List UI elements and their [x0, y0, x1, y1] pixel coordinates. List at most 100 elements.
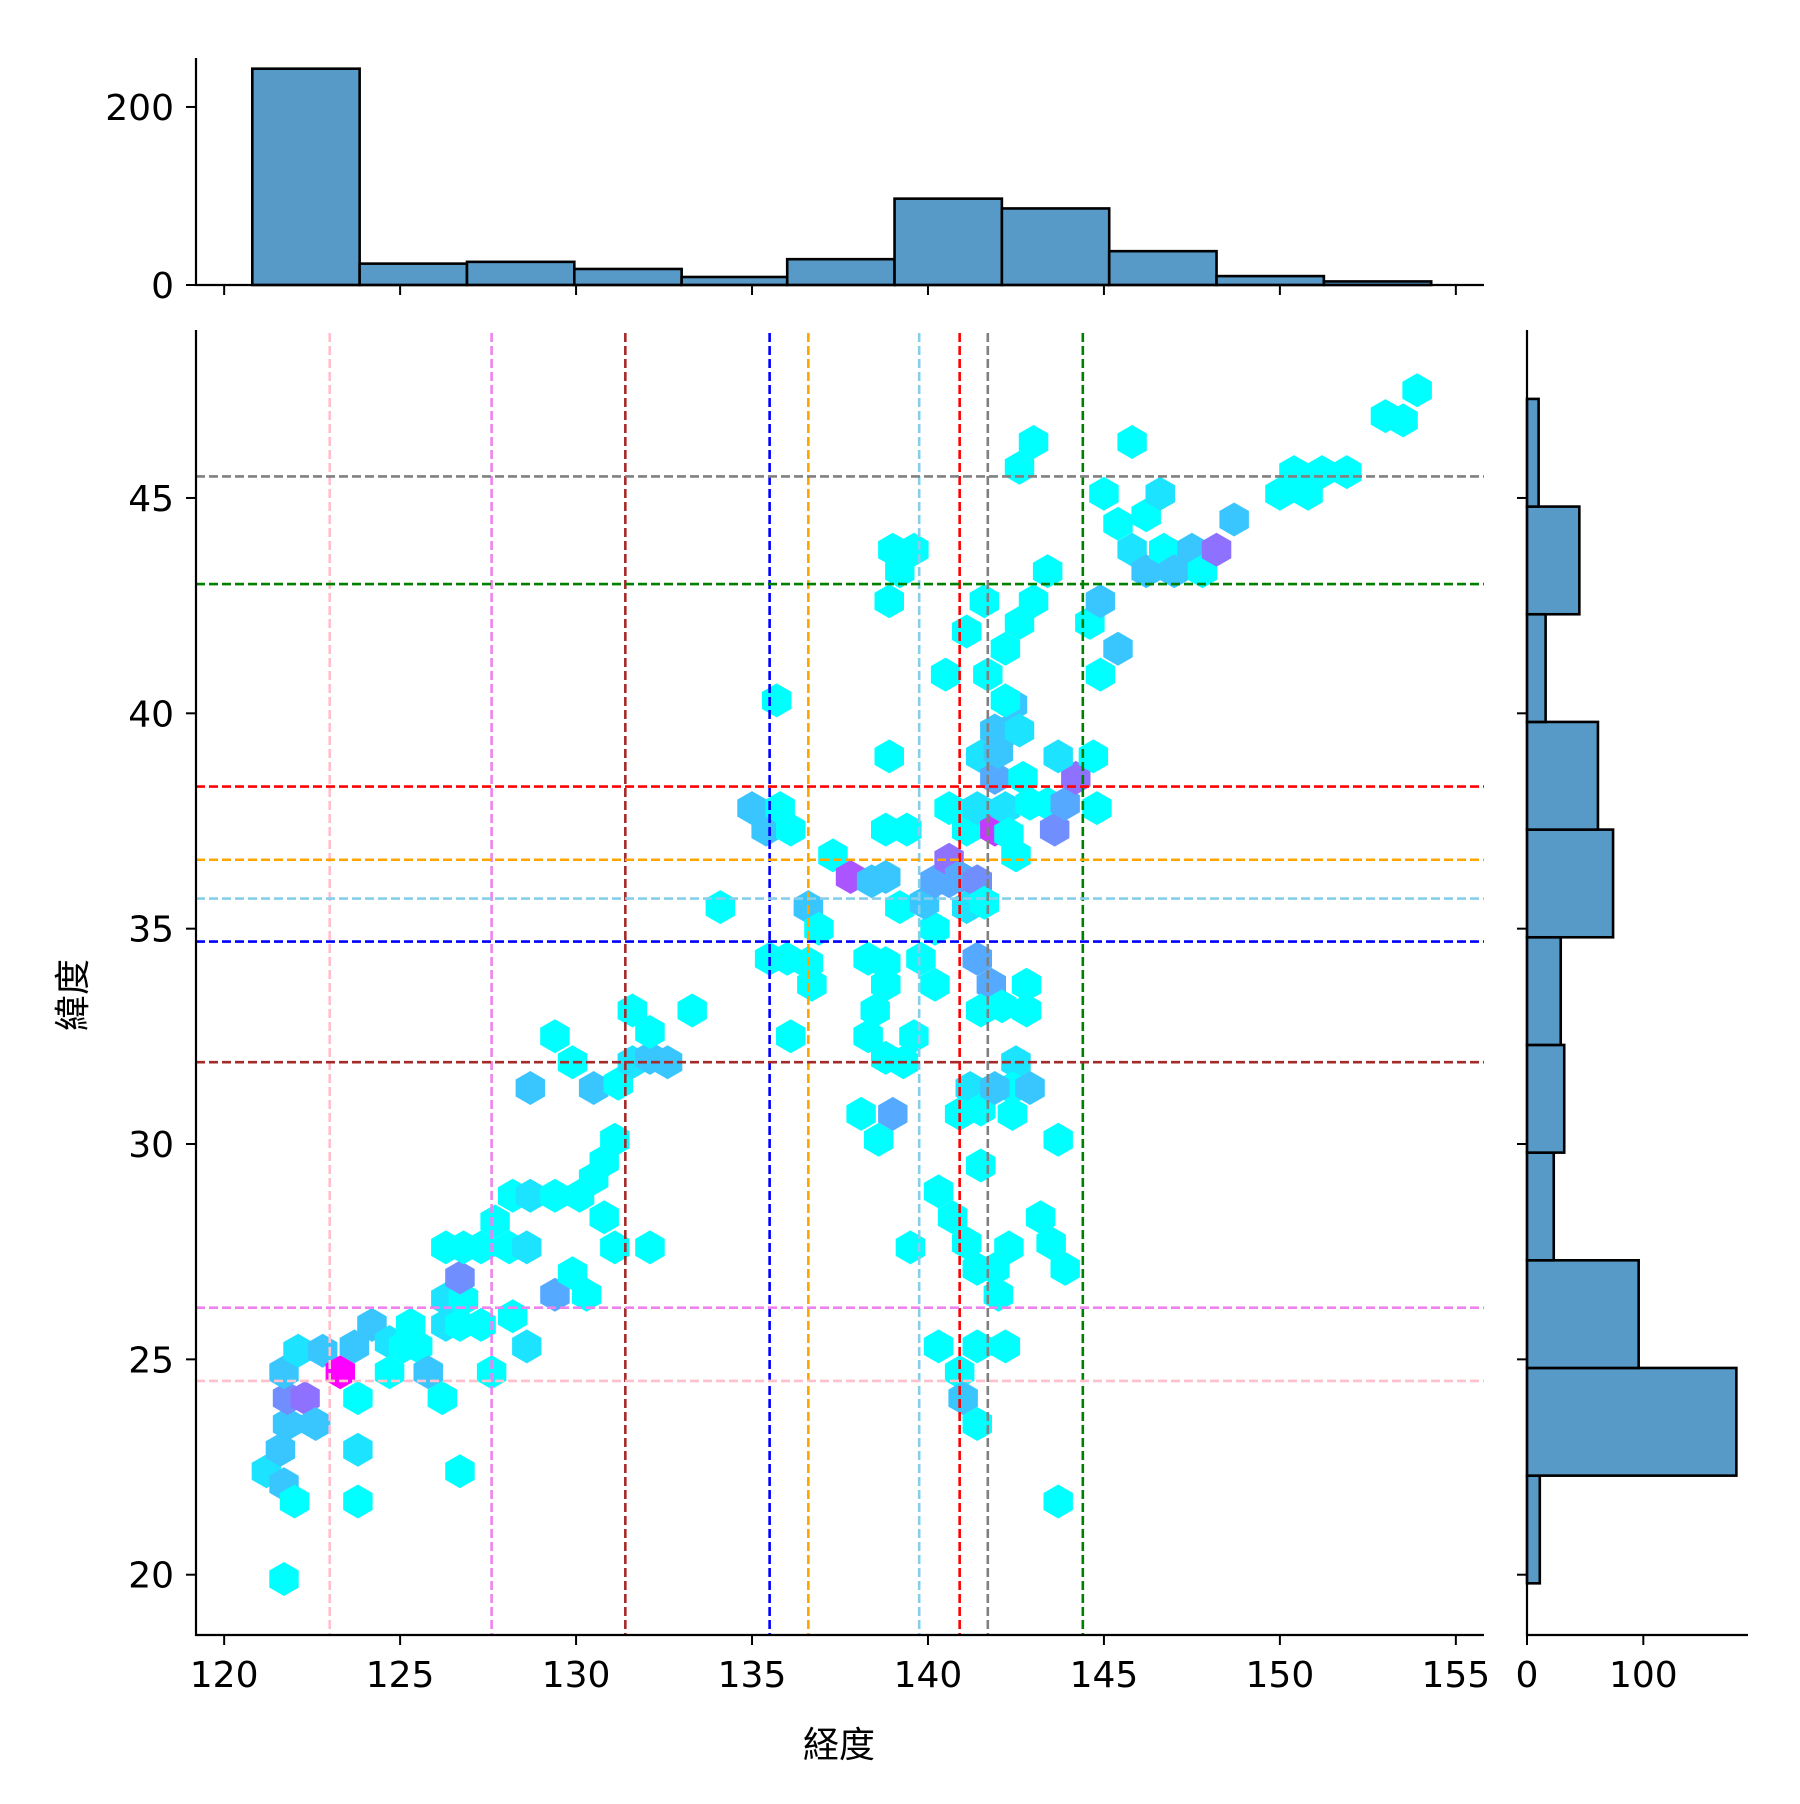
x-marginal-histogram: 0 200 — [105, 58, 1484, 307]
hexbin-panel: 120 125 130 135 140 145 150 155 20 25 30 35 40 45 — [128, 330, 1490, 1696]
hexbin-cell — [920, 967, 950, 1002]
hexbin-cell — [1043, 739, 1073, 774]
hexbin-cell — [1103, 506, 1133, 541]
x-histogram-y-tick-label: 0 — [151, 266, 174, 307]
x-histogram-y-tick-label: 200 — [105, 88, 174, 129]
x-histogram-bar — [680, 275, 789, 287]
y-histogram-x-tick-label: 100 — [1609, 1655, 1678, 1696]
hexbin-cell — [600, 1122, 630, 1157]
hexbin-cell — [874, 739, 904, 774]
hexbin-cell — [969, 584, 999, 619]
y-marginal-histogram: 0 100 — [1516, 330, 1748, 1696]
hexbin-cell — [589, 1200, 619, 1235]
hexbin-cell — [948, 1381, 978, 1416]
hexbin-cell — [1018, 584, 1049, 619]
x-axis-label: 経度 — [803, 1725, 875, 1766]
x-histogram-bar — [785, 257, 896, 287]
hexbin-cell — [1036, 1226, 1066, 1261]
hexbin-cell — [990, 1329, 1021, 1364]
hexbin-cell — [272, 1407, 303, 1441]
x-histogram-bar — [893, 197, 1004, 287]
hexbin-cell — [1201, 532, 1232, 567]
hexbin-cell — [466, 1230, 496, 1265]
y-histogram-bar — [1525, 612, 1547, 724]
hexbin-cell — [1032, 554, 1063, 589]
hexbin-cell — [871, 967, 901, 1002]
x-histogram-bar — [1000, 207, 1111, 287]
hexbin-cell — [1089, 476, 1119, 511]
hexbin-cell — [952, 614, 982, 649]
hexbin-cell — [343, 1381, 373, 1416]
hexbin-cell — [994, 1230, 1024, 1265]
y-histogram-bar — [1525, 1043, 1566, 1154]
hexbin-cell — [1388, 403, 1418, 438]
hexbin-cell — [498, 1299, 528, 1334]
hexbin-cell — [515, 1071, 545, 1105]
hexbin-cell — [860, 993, 890, 1028]
hexbin-cell — [797, 967, 827, 1002]
hexbin-cell — [906, 941, 936, 976]
hexbin-cell — [480, 1204, 510, 1239]
x-histogram-bar — [1215, 274, 1326, 287]
hexbin-cell — [776, 1019, 806, 1054]
y-histogram-bar — [1525, 1474, 1542, 1585]
hexbin-cell — [1015, 1071, 1045, 1105]
y-histogram-bar — [1525, 505, 1581, 616]
hexbin-cell — [1082, 791, 1112, 826]
hexbin-cell — [300, 1407, 331, 1441]
x-histogram-bar — [1107, 249, 1218, 287]
hexbin-cell — [540, 1277, 570, 1312]
hexbin-cell — [445, 1260, 475, 1295]
hexbin-cell — [600, 1230, 630, 1265]
hexbin-cell — [1043, 1484, 1073, 1519]
hexbin-cell — [283, 1333, 313, 1368]
hexbin-cell — [1004, 713, 1035, 748]
hexbin-cell — [705, 890, 736, 925]
hexbin-cell — [1117, 425, 1147, 459]
hexbin-cell — [934, 791, 964, 826]
y-tick-label: 45 — [128, 479, 174, 520]
hexbin-cell — [1078, 739, 1109, 774]
hexbin-cell — [1050, 1251, 1080, 1286]
hexbin-cell — [878, 1096, 908, 1131]
y-histogram-bar — [1525, 1151, 1556, 1262]
hexbin-cell — [923, 1329, 954, 1364]
hexbin-cell — [1085, 657, 1116, 692]
hexbin-cell — [515, 1178, 545, 1213]
hexbin-cell — [427, 1381, 458, 1416]
hexbin-cell — [635, 1230, 665, 1265]
hexbin-cell — [290, 1381, 320, 1416]
hexbin-cell — [279, 1484, 310, 1519]
hexbin-cell — [1004, 450, 1035, 485]
hexbin-cell — [997, 1096, 1028, 1131]
y-tick-label: 40 — [128, 694, 174, 735]
hexbin-cell — [466, 1307, 496, 1342]
hexbin-cell — [343, 1484, 373, 1519]
x-histogram-bar — [251, 67, 361, 287]
y-tick-label: 25 — [128, 1340, 174, 1381]
y-histogram-bar — [1525, 1366, 1738, 1477]
hexbin-cell — [990, 631, 1021, 666]
hexbin-cell — [557, 1045, 588, 1080]
hexbin-cell — [540, 1178, 570, 1213]
hexbin-cell — [853, 1019, 883, 1054]
hexbin-cell — [1332, 455, 1362, 490]
hexbin-cell — [761, 683, 792, 718]
y-histogram-bar — [1525, 397, 1540, 508]
reference-lines — [196, 333, 1484, 1635]
hexbin-cell — [871, 946, 901, 981]
x-histogram-bar — [573, 267, 683, 287]
hexbin-cell — [804, 911, 834, 946]
hexbin-cells — [251, 373, 1432, 1596]
hexbin-cell — [776, 812, 806, 847]
hexbin-cell — [874, 584, 904, 619]
hexbin-cell — [899, 532, 929, 567]
hexbin-cell — [343, 1432, 373, 1467]
y-tick-label: 35 — [128, 910, 174, 951]
hexbin-cell — [1001, 838, 1031, 873]
y-histogram-bar — [1525, 935, 1563, 1047]
hexbin-cell — [403, 1329, 433, 1364]
x-tick-label: 135 — [718, 1655, 787, 1696]
y-tick-label: 20 — [128, 1556, 174, 1597]
